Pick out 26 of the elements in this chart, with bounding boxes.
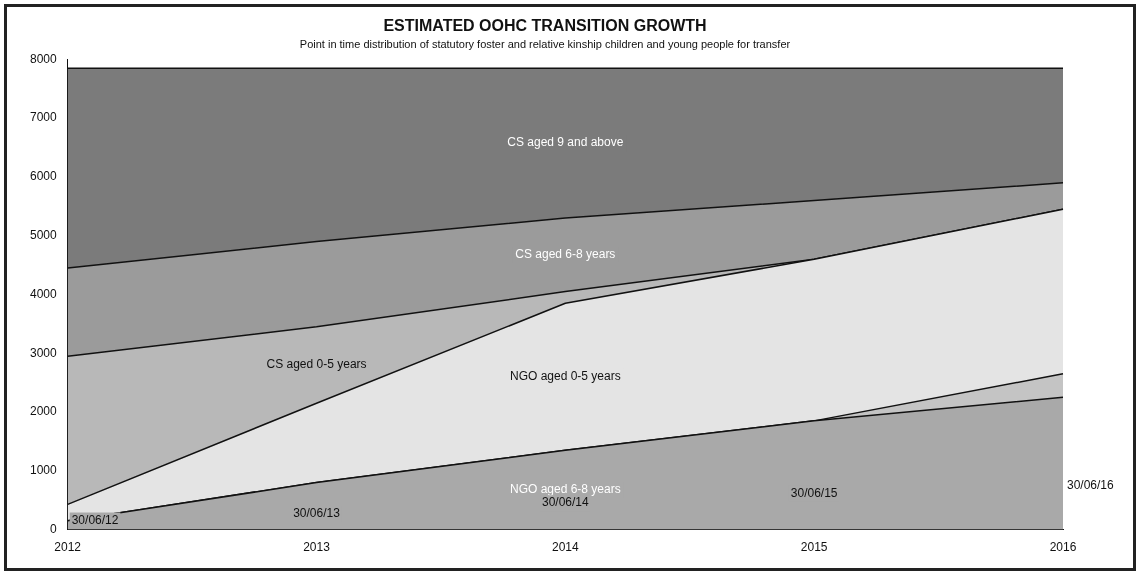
annotation: 30/06/14 [541, 495, 590, 510]
y-tick-label: 1000 [29, 463, 58, 478]
y-tick-label: 0 [50, 521, 58, 536]
y-tick-label: 6000 [29, 169, 58, 184]
chart-subtitle: Point in time distribution of statutory foster and relative kinship children and young people for transfer [299, 37, 791, 50]
text: 30/06/16 [1067, 477, 1115, 492]
series-label: NGO aged 6-8 years [509, 482, 621, 497]
y-tick-label: 8000 [29, 51, 58, 66]
annotation: 30/06/12 [71, 512, 119, 527]
y-tick-label: 4000 [29, 286, 58, 301]
chart-title: ESTIMATED OOHC TRANSITION GROWTH [383, 17, 707, 35]
annotation: 30/06/13 [293, 506, 341, 521]
series-label: CS aged 9 and above [507, 135, 624, 150]
series-label: CS aged 0-5 years [266, 357, 367, 372]
y-tick-label: 2000 [29, 404, 58, 419]
x-tick-label: 2012 [54, 540, 82, 555]
x-tick-label: 2013 [303, 540, 331, 555]
x-tick-label: 2016 [1049, 540, 1077, 555]
y-tick-label: 7000 [29, 110, 58, 125]
series-label: NGO aged 0-5 years [509, 369, 621, 384]
series-label: CS aged 6-8 years [515, 247, 616, 262]
x-tick-label: 2015 [800, 540, 828, 555]
x-tick-label: 2014 [552, 540, 580, 555]
y-tick-label: 3000 [29, 345, 58, 360]
annotation: 30/06/15 [790, 485, 838, 500]
y-tick-label: 5000 [29, 228, 58, 243]
